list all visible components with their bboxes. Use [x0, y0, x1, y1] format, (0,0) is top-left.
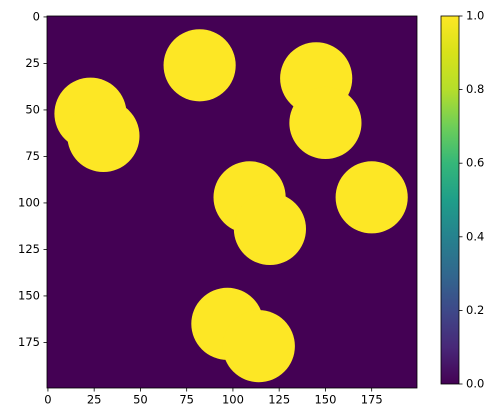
- x-tick-label: 0: [44, 393, 51, 407]
- y-tick-label: 0: [33, 9, 40, 23]
- blob: [335, 161, 408, 234]
- y-tick-label: 50: [25, 102, 40, 116]
- colorbar-tick-label: 0.2: [466, 303, 484, 317]
- blob: [222, 310, 295, 383]
- colorbar: [440, 15, 460, 385]
- blob: [67, 99, 140, 173]
- y-tick-label: 175: [18, 335, 40, 349]
- y-tick-label: 100: [18, 195, 40, 209]
- axes-frame: [46, 15, 418, 389]
- colorbar-tick-label: 0.6: [466, 156, 484, 170]
- colorbar-tick-label: 0.0: [466, 377, 484, 391]
- colorbar-tick-label: 0.8: [466, 82, 484, 96]
- x-tick-label: 125: [268, 393, 290, 407]
- x-tick-label: 75: [179, 393, 194, 407]
- colorbar-tick-label: 1.0: [466, 9, 484, 23]
- image: [47, 16, 417, 388]
- x-tick-label: 25: [87, 393, 102, 407]
- blob: [289, 86, 362, 160]
- x-tick-label: 100: [222, 393, 244, 407]
- colorbar-tick-label: 0.4: [466, 229, 484, 243]
- x-tick-label: 175: [361, 393, 383, 407]
- blob: [163, 29, 236, 102]
- x-tick-label: 150: [314, 393, 336, 407]
- blob: [233, 192, 306, 266]
- x-tick-label: 50: [133, 393, 148, 407]
- y-tick-label: 75: [25, 149, 40, 163]
- y-tick-label: 125: [18, 242, 40, 256]
- y-tick-label: 25: [25, 56, 40, 70]
- y-tick-label: 150: [18, 288, 40, 302]
